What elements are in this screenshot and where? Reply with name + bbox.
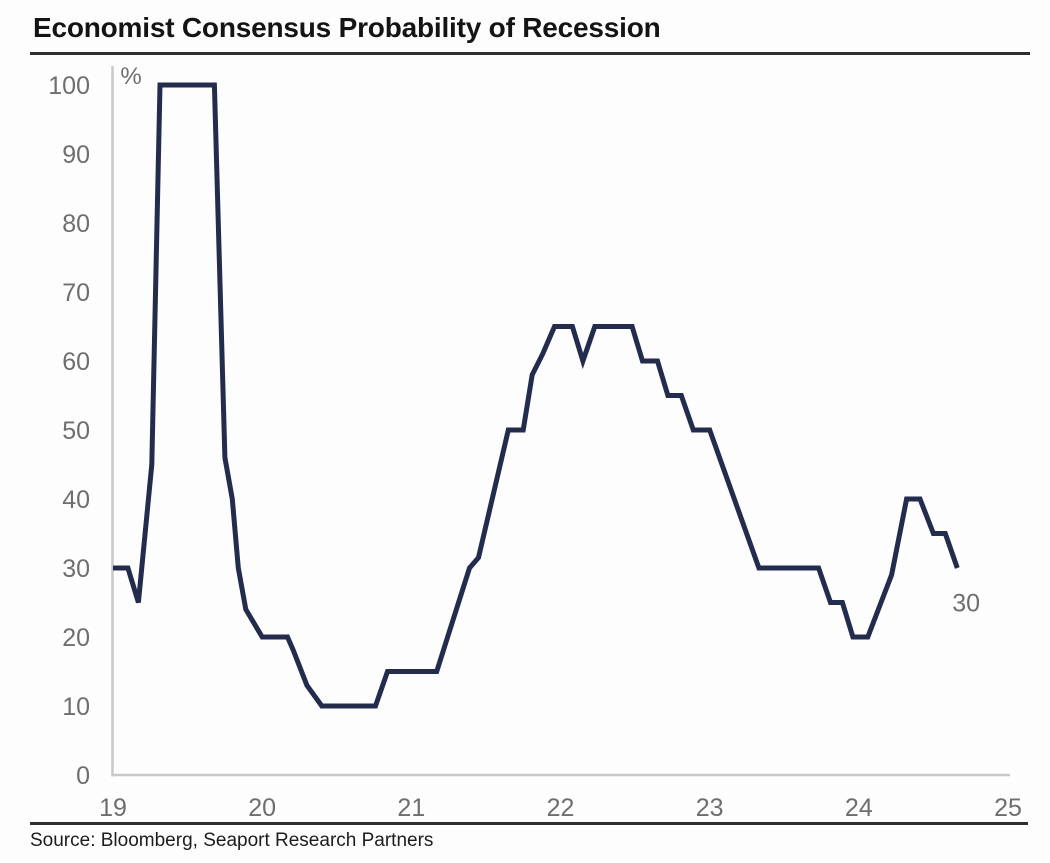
source-note: Source: Bloomberg, Seaport Research Part… [30,830,434,851]
y-tick-label: 20 [62,624,90,652]
y-tick-label: 30 [62,555,90,583]
source-divider [30,822,1028,825]
chart-title: Economist Consensus Probability of Reces… [33,12,661,43]
y-tick-label: 100 [48,72,90,100]
y-tick-label: 10 [62,693,90,721]
y-axis-unit-label: % [120,63,141,90]
y-tick-label: 70 [62,279,90,307]
x-tick-label: 20 [248,794,276,822]
x-tick-label: 24 [845,794,873,822]
y-tick-label: 0 [76,762,90,790]
y-axis-labels: 0 10 20 30 40 50 60 70 80 90 100 [48,72,90,790]
y-tick-label: 50 [62,417,90,445]
recession-probability-line [113,82,960,709]
y-tick-label: 80 [62,210,90,238]
x-tick-label: 25 [994,794,1022,822]
y-tick-label: 90 [62,141,90,169]
x-tick-label: 21 [397,794,425,822]
line-end-value-label: 30 [952,590,980,618]
x-axis-labels: 19 20 21 22 23 24 25 [99,794,1022,822]
y-tick-label: 60 [62,348,90,376]
x-tick-label: 23 [696,794,724,822]
y-tick-label: 40 [62,486,90,514]
x-tick-label: 19 [99,794,127,822]
title-underline [30,52,1030,55]
x-tick-label: 22 [547,794,575,822]
